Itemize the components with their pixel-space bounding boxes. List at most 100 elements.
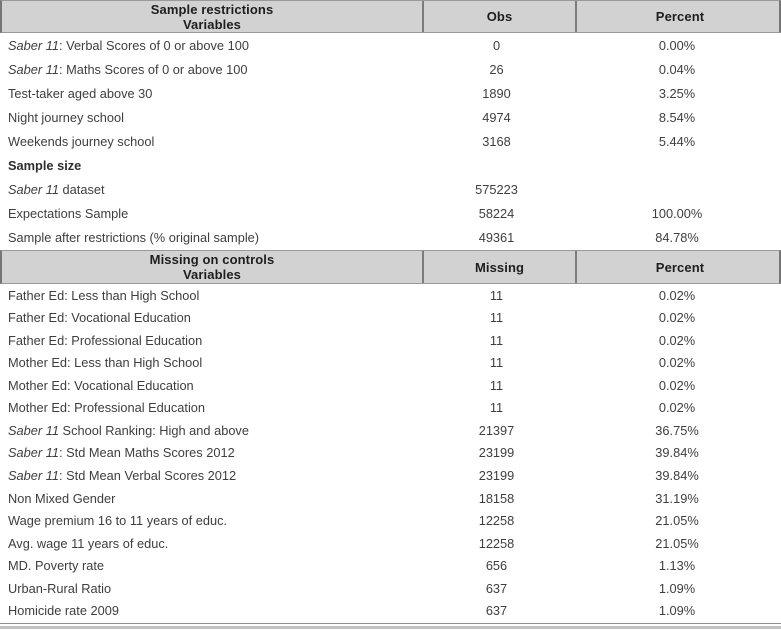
table-row: Father Ed: Vocational Education 11 0.02%: [0, 307, 781, 330]
table-bottom-rule-light: [0, 626, 781, 629]
table2-header-title-line1: Missing on controls: [149, 252, 275, 267]
table1-header-obs: Obs: [422, 1, 575, 32]
row-variable-label: Night journey school: [8, 109, 124, 125]
row-count-value: 11: [489, 332, 504, 348]
row-count-value: 23199: [478, 468, 515, 484]
table-row: Wage premium 16 to 11 years of educ. 1225…: [0, 509, 781, 532]
row-count-value: 12258: [478, 513, 515, 529]
row-count-value: 18158: [478, 490, 515, 506]
table-row: Saber 11 School Ranking: High and above 2…: [0, 419, 781, 442]
row-label-italic-part: Saber 11: [8, 468, 59, 484]
row-percent-value: 100.00%: [651, 206, 703, 222]
row-variable-label: Mother Ed: Less than High School: [8, 355, 203, 371]
row-percent-value: 1.09%: [658, 580, 696, 596]
table-row: Saber 11: Std Mean Maths Scores 2012 2319…: [0, 442, 781, 465]
row-percent-value: 8.54%: [658, 109, 696, 125]
row-percent-value: 84.78%: [655, 230, 699, 246]
table2-header-percent: Percent: [575, 251, 781, 283]
table-row: Saber 11: Maths Scores of 0 or above 100…: [0, 57, 781, 81]
row-count-value: 26: [489, 61, 504, 77]
table-row: Mother Ed: Less than High School 11 0.02%: [0, 352, 781, 375]
table-row: Saber 11 dataset 575223: [0, 178, 781, 202]
table1-header-percent: Percent: [575, 1, 781, 32]
row-label-italic-part: Saber 11: [8, 422, 59, 438]
row-count-value: 1890: [482, 85, 511, 101]
table-row: Mother Ed: Professional Education 11 0.02%: [0, 397, 781, 420]
row-variable-label: Sample after restrictions (% original sa…: [8, 230, 260, 246]
row-variable-label: Test-taker aged above 30: [8, 85, 153, 101]
row-percent-value: 0.02%: [658, 400, 696, 416]
table-row: Expectations Sample 58224 100.00%: [0, 202, 781, 226]
row-variable-label: Homicide rate 2009: [8, 603, 119, 619]
row-variable-label: Non Mixed Gender: [8, 490, 116, 506]
row-label-italic-part: Saber 11: [8, 182, 59, 198]
row-variable-label: Urban-Rural Ratio: [8, 580, 112, 596]
table2-header-row: Missing on controls Variables Missing Pe…: [0, 250, 781, 284]
row-count-value: 11: [489, 310, 504, 326]
row-variable-label: Avg. wage 11 years of educ.: [8, 535, 169, 551]
row-label-italic-part: Saber 11: [8, 61, 59, 77]
row-variable-label: MD. Poverty rate: [8, 558, 105, 574]
row-variable-label: Father Ed: Professional Education: [8, 332, 203, 348]
row-percent-value: 0.02%: [658, 355, 696, 371]
table1-body: Saber 11: Verbal Scores of 0 or above 10…: [0, 33, 781, 250]
row-percent-value: 21.05%: [655, 513, 699, 529]
row-count-value: 23199: [478, 445, 515, 461]
row-count-value: 0: [492, 37, 501, 53]
row-percent-value: 1.09%: [658, 603, 696, 619]
row-percent-value: 21.05%: [655, 535, 699, 551]
row-percent-value: 0.00%: [658, 37, 696, 53]
row-variable-label: Saber 11 School Ranking: High and above: [8, 422, 249, 438]
table-row: Sample after restrictions (% original sa…: [0, 226, 781, 250]
table-row: Urban-Rural Ratio 637 1.09%: [0, 577, 781, 600]
row-variable-label: Mother Ed: Professional Education: [8, 400, 206, 416]
row-percent-value: 31.19%: [655, 490, 699, 506]
row-count-value: 11: [489, 400, 504, 416]
table-row: Sample size: [0, 154, 781, 178]
row-percent-value: 0.02%: [658, 287, 696, 303]
row-count-value: 12258: [478, 535, 515, 551]
row-count-value: 656: [485, 558, 508, 574]
row-count-value: 11: [489, 377, 504, 393]
table1-header-title-line2: Variables: [183, 16, 241, 32]
table-row: Saber 11: Verbal Scores of 0 or above 10…: [0, 33, 781, 57]
table-row: Father Ed: Less than High School 11 0.02%: [0, 284, 781, 307]
row-percent-value: 0.02%: [658, 310, 696, 326]
table-row: Father Ed: Professional Education 11 0.02%: [0, 329, 781, 352]
row-label-italic-part: Saber 11: [8, 445, 59, 461]
table-row: Saber 11: Std Mean Verbal Scores 2012 231…: [0, 464, 781, 487]
row-variable-label: Saber 11: Verbal Scores of 0 or above 10…: [8, 37, 249, 53]
table-row: Mother Ed: Vocational Education 11 0.02%: [0, 374, 781, 397]
row-variable-label: Saber 11: Std Mean Maths Scores 2012: [8, 445, 235, 461]
row-variable-label: Saber 11: Std Mean Verbal Scores 2012: [8, 468, 237, 484]
table1-header-title-line1: Sample restrictions: [150, 1, 274, 17]
table-row: Test-taker aged above 30 1890 3.25%: [0, 81, 781, 105]
table2-header-variables: Missing on controls Variables: [2, 251, 422, 283]
row-count-value: 21397: [478, 422, 515, 438]
row-count-value: 4974: [482, 109, 511, 125]
table2-header-missing: Missing: [422, 251, 575, 283]
row-percent-value: 1.13%: [658, 558, 696, 574]
table2-header-title-line2: Variables: [183, 267, 241, 282]
row-variable-label: Expectations Sample: [8, 206, 129, 222]
row-variable-label: Sample size: [8, 158, 82, 174]
table-row: Non Mixed Gender 18158 31.19%: [0, 487, 781, 510]
row-percent-value: 0.04%: [658, 61, 696, 77]
table1-header-variables: Sample restrictions Variables: [2, 1, 422, 32]
row-percent-value: 39.84%: [655, 468, 699, 484]
row-label-italic-part: Saber 11: [8, 37, 59, 53]
row-count-value: 11: [489, 287, 504, 303]
row-variable-label: Wage premium 16 to 11 years of educ.: [8, 513, 228, 529]
row-count-value: 637: [485, 580, 508, 596]
row-count-value: 637: [485, 603, 508, 619]
table-row: Weekends journey school 3168 5.44%: [0, 129, 781, 153]
table-row: MD. Poverty rate 656 1.13%: [0, 554, 781, 577]
row-percent-value: 5.44%: [658, 133, 696, 149]
row-variable-label: Saber 11 dataset: [8, 182, 105, 198]
row-count-value: 11: [489, 355, 504, 371]
row-percent-value: 0.02%: [658, 332, 696, 348]
row-percent-value: 0.02%: [658, 377, 696, 393]
table-row: Homicide rate 2009 637 1.09%: [0, 599, 781, 622]
row-variable-label: Saber 11: Maths Scores of 0 or above 100: [8, 61, 248, 77]
